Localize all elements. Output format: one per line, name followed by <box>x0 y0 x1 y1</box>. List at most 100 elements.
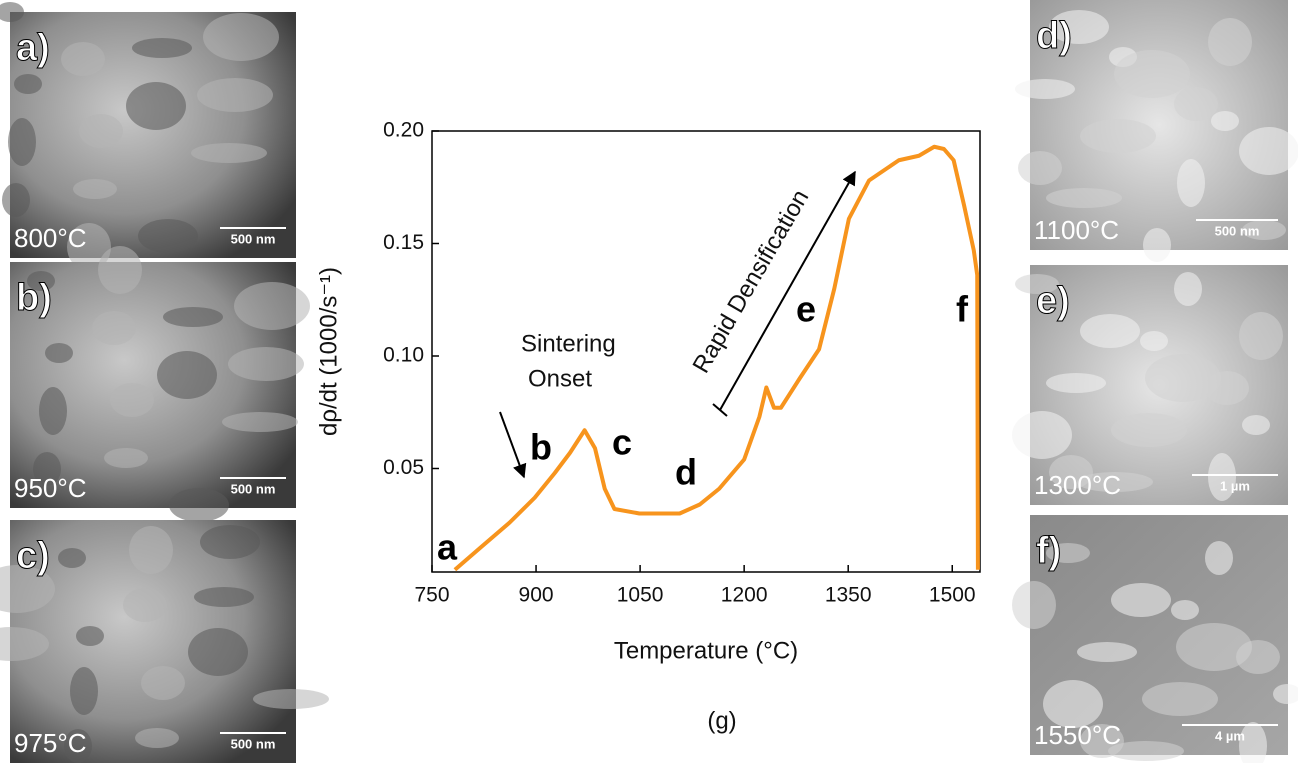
texture <box>1177 159 1205 207</box>
texture <box>1242 415 1270 435</box>
texture <box>169 488 229 522</box>
sem-panel: c) 975°C 500 nm <box>0 520 329 763</box>
texture <box>1018 151 1062 185</box>
stage-letter: d <box>675 452 697 493</box>
texture <box>104 448 148 468</box>
texture <box>1208 18 1252 66</box>
texture <box>1205 541 1233 575</box>
stage-letter: f <box>956 289 969 330</box>
texture <box>1049 10 1109 44</box>
texture <box>1111 413 1187 447</box>
texture <box>203 13 279 61</box>
texture <box>1043 680 1103 728</box>
texture <box>1239 127 1298 175</box>
panel-label: d) <box>1036 15 1072 57</box>
annotation: Sintering <box>521 330 616 357</box>
texture <box>1077 472 1153 492</box>
onset-arrow <box>499 411 527 479</box>
texture <box>1015 79 1075 99</box>
texture <box>45 343 73 363</box>
stage-letter: a <box>437 527 458 568</box>
texture <box>58 548 86 568</box>
texture <box>0 565 55 613</box>
y-axis-label: dρ/dt (1000/s⁻¹) <box>315 267 342 436</box>
data-line <box>453 144 980 572</box>
texture <box>1142 682 1218 716</box>
sem-panel: d) 1100°C 500 nm <box>1015 0 1298 262</box>
texture <box>79 114 123 148</box>
texture <box>1174 272 1202 306</box>
y-tick-label: 0.15 <box>383 231 424 254</box>
texture <box>194 587 254 607</box>
y-tick-label: 0.05 <box>383 456 424 479</box>
texture <box>70 667 98 715</box>
annotation: Onset <box>528 365 592 392</box>
texture <box>1049 455 1093 489</box>
stage-letter: c <box>612 422 632 463</box>
texture <box>76 626 104 646</box>
scale-label: 500 nm <box>1215 223 1260 238</box>
texture <box>1114 50 1190 98</box>
texture <box>110 383 154 417</box>
texture <box>135 728 179 748</box>
texture <box>1111 583 1171 617</box>
texture <box>67 223 111 271</box>
texture <box>1046 373 1106 393</box>
panel-label: f) <box>1036 530 1061 572</box>
texture <box>33 452 61 486</box>
texture <box>132 38 192 58</box>
panel-label: b) <box>16 277 52 319</box>
texture <box>98 246 142 294</box>
texture <box>200 525 260 559</box>
texture <box>2 183 30 217</box>
texture <box>1080 119 1156 153</box>
texture <box>1145 354 1221 402</box>
stage-letter: e <box>796 289 816 330</box>
texture <box>1242 220 1286 240</box>
texture <box>1015 274 1059 294</box>
texture <box>1080 724 1124 758</box>
x-tick-label: 750 <box>414 584 449 607</box>
scale-label: 500 nm <box>231 736 276 751</box>
texture <box>1140 331 1168 351</box>
panel-temperature: 1100°C <box>1034 215 1119 245</box>
texture <box>1273 684 1298 704</box>
panel-label: e) <box>1036 280 1070 322</box>
texture <box>163 307 223 327</box>
texture <box>1211 111 1239 131</box>
texture <box>1174 87 1218 121</box>
y-tick-label: 0.10 <box>383 344 424 367</box>
x-tick-label: 1200 <box>721 584 768 607</box>
texture <box>39 387 67 435</box>
texture <box>1171 600 1199 620</box>
texture <box>0 2 24 22</box>
texture <box>123 588 167 622</box>
texture <box>234 282 310 330</box>
texture <box>1012 411 1072 459</box>
panel-temperature: 800°C <box>14 223 87 253</box>
caption: (g) <box>707 707 736 734</box>
densification-arrow <box>719 170 856 411</box>
texture <box>1143 228 1171 262</box>
scale-label: 4 µm <box>1215 728 1245 743</box>
sem-panel: b) 950°C 500 nm <box>10 246 310 522</box>
annotation: Rapid Densification <box>688 185 815 378</box>
texture <box>1012 581 1056 629</box>
texture <box>14 74 42 94</box>
texture <box>126 82 186 130</box>
texture <box>64 729 92 763</box>
panel-label: c) <box>16 535 50 577</box>
texture <box>92 311 136 345</box>
sem-panel: f) 1550°C 4 µm <box>1012 515 1298 763</box>
panel-label: a) <box>16 27 50 69</box>
texture <box>73 179 117 199</box>
plot-frame <box>431 130 981 573</box>
texture <box>1108 741 1184 761</box>
texture <box>8 118 36 166</box>
scale-label: 1 µm <box>1220 478 1250 493</box>
texture <box>222 412 298 432</box>
x-tick-label: 1500 <box>929 584 976 607</box>
texture <box>61 42 105 76</box>
stage-letter: b <box>530 427 552 468</box>
